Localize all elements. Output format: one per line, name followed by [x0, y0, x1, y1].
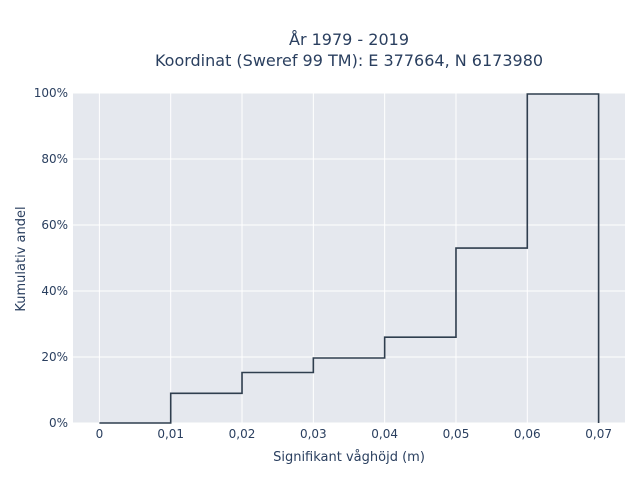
y-axis-title: Kumulativ andel — [14, 206, 29, 311]
chart-title-line-2: Koordinat (Sweref 99 TM): E 377664, N 61… — [155, 51, 543, 70]
y-tick-label: 100% — [34, 86, 68, 100]
y-tick-label: 40% — [41, 284, 68, 298]
x-tick-label: 0,05 — [443, 427, 470, 441]
y-tick-label: 60% — [41, 218, 68, 232]
x-tick-label: 0,02 — [229, 427, 256, 441]
x-tick-label: 0,07 — [585, 427, 612, 441]
y-tick-label: 0% — [49, 416, 68, 430]
chart-title-line-1: År 1979 - 2019 — [289, 30, 409, 49]
x-tick-labels: 0 0,01 0,02 0,03 0,04 0,05 0,06 0,07 — [96, 427, 612, 441]
x-tick-label: 0 — [96, 427, 104, 441]
x-tick-label: 0,04 — [371, 427, 398, 441]
y-tick-label: 80% — [41, 152, 68, 166]
y-tick-labels: 0% 20% 40% 60% 80% 100% — [34, 86, 68, 430]
x-tick-label: 0,06 — [514, 427, 541, 441]
x-axis-title: Signifikant våghöjd (m) — [273, 450, 425, 465]
x-tick-label: 0,01 — [157, 427, 184, 441]
x-tick-label: 0,03 — [300, 427, 327, 441]
y-tick-label: 20% — [41, 350, 68, 364]
series-line — [99, 93, 600, 424]
series-layer — [99, 93, 600, 424]
plot-area — [73, 93, 625, 423]
